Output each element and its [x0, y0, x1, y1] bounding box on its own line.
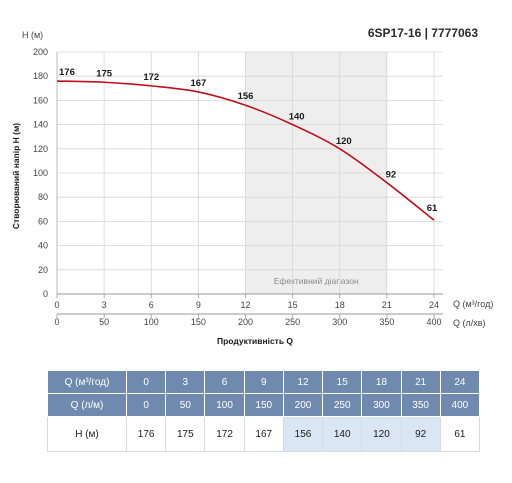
data-label: 61	[427, 203, 438, 214]
y-axis-unit: H (м)	[22, 30, 43, 40]
x2-tick-label: 50	[99, 317, 109, 327]
table-cell: 350	[400, 393, 441, 417]
y-tick-label: 0	[43, 289, 48, 299]
table-cell: 300	[361, 393, 402, 417]
x2-tick-label: 400	[426, 317, 441, 327]
x2-tick-label: 300	[332, 317, 347, 327]
performance-table: Q (м³/год) 0 3 6 9 12 15 18 21 24 Q (л/м) 0 50 100 150…	[47, 370, 481, 452]
grid-lines	[57, 51, 443, 294]
table-cell: 15	[322, 370, 363, 394]
x-tick-label: 9	[196, 300, 201, 310]
x-tick-label: 18	[335, 300, 345, 310]
data-label: 167	[190, 78, 206, 89]
x2-tick-label: 200	[238, 317, 253, 327]
table-row: Q (л/м) 0 50 100 150 200 250 300 350 400	[47, 393, 481, 417]
y-tick-label: 40	[38, 241, 48, 251]
table-cell: 150	[243, 393, 284, 417]
table-cell: 140	[322, 416, 363, 452]
table-cell: 18	[361, 370, 402, 394]
y-tick-label: 60	[38, 216, 48, 226]
table-cell: 100	[204, 393, 245, 417]
x2-axis-ticks: 0 50 100 150 200 250 300 350 400	[54, 314, 442, 327]
table-cell: 3	[165, 370, 206, 394]
table-cell: 21	[400, 370, 441, 394]
table-cell: 9	[243, 370, 284, 394]
data-label: 140	[289, 112, 305, 123]
data-label: 120	[336, 136, 352, 147]
x2-tick-label: 150	[191, 317, 206, 327]
y-tick-label: 200	[33, 47, 48, 57]
table-cell: 175	[165, 416, 206, 452]
table-row: H (м) 176 175 172 167 156 140 120 92 61	[47, 416, 481, 452]
efficiency-range-label: Ефективний діапазон	[274, 276, 359, 286]
x-axis-unit: Q (м³/год)	[453, 299, 493, 309]
table-cell: 61	[439, 416, 481, 452]
data-label: 156	[238, 91, 254, 102]
data-label: 176	[59, 67, 75, 78]
row-label: Q (л/м)	[47, 393, 127, 417]
x-tick-label: 0	[54, 300, 59, 310]
x-tick-label: 21	[382, 300, 392, 310]
table-cell: 12	[282, 370, 324, 394]
pump-curve-chart: Ефективний діапазон 02040608010012014016…	[11, 26, 493, 346]
x2-tick-label: 0	[54, 317, 59, 327]
table-row: Q (м³/год) 0 3 6 9 12 15 18 21 24	[47, 370, 481, 394]
x-tick-label: 6	[149, 300, 154, 310]
x-tick-label: 15	[288, 300, 298, 310]
table-cell: 0	[125, 370, 167, 394]
table-cell: 92	[400, 416, 441, 452]
table-cell: 156	[282, 416, 324, 452]
head-curve	[56, 80, 435, 221]
y-tick-label: 80	[38, 192, 48, 202]
table-cell: 167	[243, 416, 284, 452]
x-axis-title: Продуктивність Q	[217, 336, 293, 346]
y-tick-label: 160	[33, 95, 48, 105]
y-tick-label: 180	[33, 71, 48, 81]
x-tick-label: 12	[240, 300, 250, 310]
y-axis-title: Створюваний напір H (м)	[11, 123, 21, 229]
table-cell: 50	[165, 393, 206, 417]
data-labels: 176 175 172 167 156 140 120 92 61	[59, 67, 438, 214]
y-tick-label: 120	[33, 144, 48, 154]
table-cell: 0	[125, 393, 167, 417]
data-label: 175	[96, 68, 113, 79]
y-tick-label: 140	[33, 120, 48, 130]
x2-tick-label: 350	[379, 317, 394, 327]
table-cell: 250	[322, 393, 363, 417]
x2-axis-unit: Q (л/хв)	[453, 318, 486, 328]
table-cell: 24	[439, 370, 481, 394]
y-axis-ticks: 0 20 40 60 80 100 120 140 160 180 200	[33, 47, 48, 299]
y-tick-label: 100	[33, 168, 48, 178]
data-label: 172	[143, 72, 159, 83]
table-cell: 200	[282, 393, 324, 417]
x-tick-label: 24	[429, 300, 439, 310]
table-cell: 176	[125, 416, 167, 452]
x2-tick-label: 100	[144, 317, 159, 327]
table-cell: 172	[204, 416, 245, 452]
row-label: Q (м³/год)	[47, 370, 127, 394]
table-cell: 400	[439, 393, 481, 417]
y-tick-label: 20	[38, 265, 48, 275]
x2-tick-label: 250	[285, 317, 300, 327]
row-label: H (м)	[47, 416, 127, 452]
x-axis-ticks: 0 3 6 9 12 15 18 21 24	[54, 294, 439, 310]
table-cell: 6	[204, 370, 245, 394]
table-cell: 120	[361, 416, 402, 452]
x-tick-label: 3	[102, 300, 107, 310]
data-label: 92	[386, 170, 397, 181]
model-title: 6SP17-16 | 7777063	[368, 26, 478, 40]
